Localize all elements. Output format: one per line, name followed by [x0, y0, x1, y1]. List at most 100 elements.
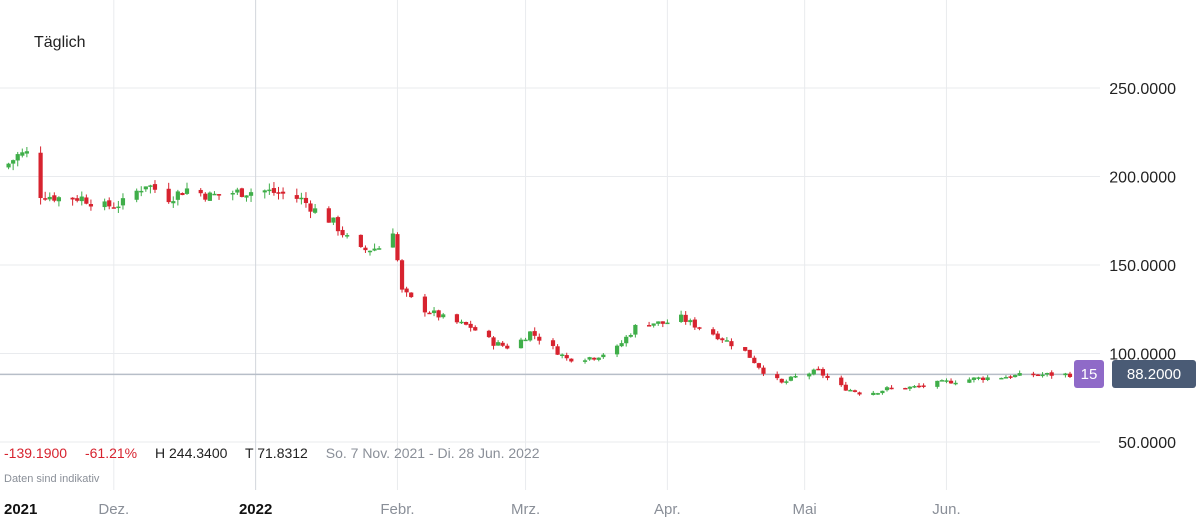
high-value: H 244.3400	[155, 445, 228, 461]
candle-down	[180, 192, 185, 196]
candle-up	[139, 190, 144, 193]
candle-down	[84, 197, 89, 204]
candle-up	[459, 321, 464, 324]
y-tick-label: 150.0000	[1109, 258, 1176, 275]
candle-up	[20, 152, 25, 156]
candle-up	[967, 379, 972, 383]
candle-up	[1003, 377, 1009, 379]
candle-down	[1067, 373, 1073, 377]
candle-up	[1017, 373, 1022, 376]
candle-up	[953, 382, 958, 385]
candle-down	[843, 384, 848, 391]
candle-down	[550, 340, 556, 346]
candle-up	[134, 190, 139, 200]
candle-down	[697, 327, 702, 329]
candle-up	[688, 320, 693, 323]
candle-up	[441, 314, 446, 318]
candle-up	[313, 208, 318, 213]
candle-down	[889, 387, 894, 390]
candle-up	[807, 373, 812, 377]
candle-up	[528, 331, 533, 341]
candle-up	[793, 376, 798, 378]
candle-down	[486, 330, 492, 338]
candle-down	[711, 329, 716, 335]
candle-down	[152, 184, 158, 190]
candle-up	[656, 321, 661, 324]
candle-up	[11, 160, 16, 164]
candle-down	[43, 198, 48, 200]
candle-down	[427, 312, 432, 315]
candle-up	[235, 189, 240, 193]
candle-down	[308, 203, 313, 212]
change-absolute: -139.1900	[4, 445, 68, 461]
candle-down	[820, 369, 826, 376]
y-tick-label: 250.0000	[1109, 81, 1176, 98]
candle-down	[198, 189, 203, 194]
candle-down	[692, 319, 697, 328]
candle-up	[971, 377, 977, 380]
candle-down	[660, 321, 665, 324]
candle-up	[212, 193, 217, 196]
candle-down	[839, 377, 844, 386]
y-tick-label: 200.0000	[1109, 170, 1176, 187]
candle-up	[651, 323, 656, 326]
candle-down	[857, 392, 862, 395]
x-tick-label: Mai	[793, 501, 817, 518]
candle-down	[816, 368, 821, 371]
candle-down	[852, 390, 858, 392]
candle-up	[907, 386, 912, 389]
candle-up	[345, 235, 350, 237]
candle-up	[496, 342, 501, 346]
candle-up	[679, 314, 684, 322]
candle-up	[628, 334, 633, 337]
date-range: So. 7 Nov. 2021 - Di. 28 Jun. 2022	[325, 445, 540, 461]
candle-down	[363, 247, 368, 251]
period-label[interactable]: Täglich	[34, 34, 86, 51]
y-tick-label: 50.0000	[1118, 435, 1176, 452]
candle-down	[537, 336, 542, 341]
candle-down	[980, 377, 986, 381]
candle-down	[505, 345, 510, 349]
candle-up	[299, 197, 304, 200]
candle-up	[143, 186, 148, 190]
candle-down	[715, 333, 720, 340]
candle-up	[784, 381, 789, 383]
candle-up	[976, 377, 981, 379]
candle-down	[404, 288, 409, 293]
candle-up	[619, 343, 624, 347]
candle-up	[171, 201, 176, 204]
candle-up	[184, 188, 190, 194]
candle-up	[367, 250, 373, 253]
candle-down	[70, 197, 75, 200]
candle-down	[399, 260, 405, 290]
candle-down	[203, 193, 208, 200]
candle-up	[1063, 373, 1068, 376]
candle-down	[422, 296, 428, 313]
candle-up	[1040, 374, 1045, 377]
candle-down	[555, 346, 560, 355]
candle-up	[560, 354, 565, 356]
candle-up	[390, 233, 395, 248]
x-tick-label: Apr.	[654, 501, 681, 518]
candle-up	[939, 380, 944, 382]
candle-down	[454, 314, 460, 323]
candle-down	[468, 323, 473, 328]
candle-up	[120, 198, 126, 206]
candle-up	[230, 193, 235, 195]
candle-down	[335, 217, 341, 232]
candle-up	[587, 357, 592, 360]
x-tick-label: 2021	[4, 501, 37, 518]
candle-down	[326, 208, 331, 223]
candle-down	[52, 195, 57, 201]
candle-down	[271, 188, 277, 193]
candle-up	[267, 189, 272, 192]
candle-up	[79, 196, 84, 202]
candle-up	[633, 324, 638, 335]
candle-down	[294, 195, 299, 199]
candle-up	[24, 151, 29, 154]
x-tick-label: Febr.	[380, 501, 414, 518]
candle-up	[985, 377, 990, 380]
candle-up	[518, 339, 524, 349]
candle-up	[935, 380, 940, 387]
candle-up	[56, 197, 62, 202]
